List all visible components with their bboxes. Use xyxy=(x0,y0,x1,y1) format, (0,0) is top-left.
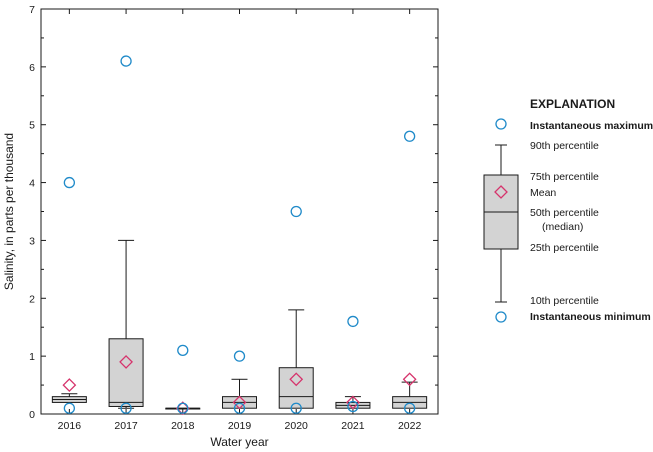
legend-title: EXPLANATION xyxy=(530,97,615,111)
legend-p50-label: 50th percentile xyxy=(530,207,599,219)
x-tick-label: 2019 xyxy=(228,420,252,432)
legend-max-marker xyxy=(495,118,507,130)
plot-border xyxy=(40,8,439,415)
legend-p25-label: 25th percentile xyxy=(530,242,599,254)
y-tick-label: 3 xyxy=(29,235,35,247)
x-tick-label: 2016 xyxy=(58,420,82,432)
box-group-2019 xyxy=(222,350,257,414)
legend-min-marker xyxy=(495,311,507,323)
x-tick-label: 2020 xyxy=(285,420,309,432)
min-marker xyxy=(63,402,76,414)
y-tick-label: 7 xyxy=(29,4,35,16)
max-marker xyxy=(290,205,302,218)
x-tick-label: 2017 xyxy=(114,420,138,432)
min-marker xyxy=(290,402,302,414)
legend-p10-label: 10th percentile xyxy=(530,295,599,307)
x-tick-label: 2021 xyxy=(341,420,365,432)
plot-frame xyxy=(40,8,439,415)
x-axis: 2016 2017 2018 2019 2020 2021 2022 xyxy=(58,9,422,432)
max-marker xyxy=(177,344,189,357)
y-tick-label: 5 xyxy=(29,120,35,132)
x-tick-label: 2018 xyxy=(171,420,195,432)
x-tick-label: 2022 xyxy=(398,420,422,432)
mean-marker xyxy=(402,372,417,387)
iqr-box xyxy=(278,367,314,409)
min-marker xyxy=(177,402,189,414)
mean-marker xyxy=(346,395,360,410)
mean-marker xyxy=(289,372,304,387)
box-series xyxy=(51,55,428,416)
y-tick-label: 4 xyxy=(29,178,35,190)
legend-mean-marker xyxy=(494,185,508,199)
legend-p90-label: 90th percentile xyxy=(530,140,599,152)
mean-marker xyxy=(119,355,133,369)
legend: EXPLANATION Instantaneous maximum 90th p… xyxy=(483,97,653,323)
legend-p75-label: 75th percentile xyxy=(530,171,599,183)
y-axis-title: Salinity, in parts per thousand xyxy=(2,133,16,290)
max-marker xyxy=(233,350,246,362)
min-marker xyxy=(120,402,132,414)
min-marker xyxy=(347,400,359,413)
legend-max-label: Instantaneous maximum xyxy=(530,120,653,132)
y-tick-label: 1 xyxy=(29,351,35,363)
y-axis: 0 1 2 3 4 5 6 7 xyxy=(29,4,438,421)
max-marker xyxy=(63,176,76,189)
box-group-2021 xyxy=(335,315,371,413)
min-marker xyxy=(403,402,416,414)
y-tick-label: 0 xyxy=(29,409,35,421)
iqr-box xyxy=(108,338,144,407)
x-axis-title: Water year xyxy=(210,435,268,449)
min-marker xyxy=(233,402,246,414)
max-marker xyxy=(347,315,359,328)
max-marker xyxy=(120,55,132,67)
mean-marker xyxy=(232,395,247,410)
max-marker xyxy=(403,130,416,142)
legend-mean-label: Mean xyxy=(530,187,556,199)
mean-marker xyxy=(62,378,77,392)
box-group-2018 xyxy=(165,344,201,416)
box-group-2020 xyxy=(278,205,314,414)
box-group-2016 xyxy=(51,176,87,414)
box-group-2017 xyxy=(108,55,144,414)
legend-min-label: Instantaneous minimum xyxy=(530,311,651,323)
box-group-2022 xyxy=(392,130,428,414)
y-tick-label: 2 xyxy=(29,293,35,305)
legend-median-label: (median) xyxy=(542,221,583,233)
y-tick-label: 6 xyxy=(29,62,35,74)
